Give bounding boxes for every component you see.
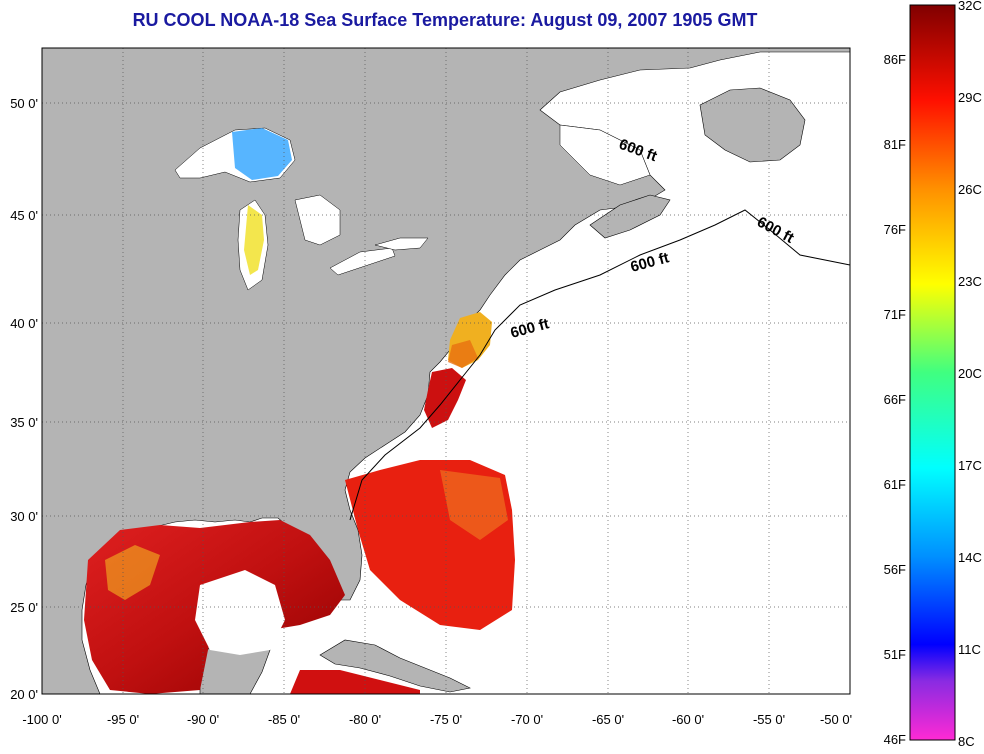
colorbar-c-label: 29C [958, 90, 982, 105]
colorbar-f-label: 61F [884, 477, 906, 492]
lon-tick-label: -70 0' [511, 712, 543, 727]
colorbar-c-label: 26C [958, 182, 982, 197]
colorbar-f-label: 71F [884, 307, 906, 322]
lon-tick-label: -100 0' [22, 712, 61, 727]
lon-tick-label: -55 0' [753, 712, 785, 727]
land-cuba [319, 639, 471, 693]
colorbar-f-label: 81F [884, 137, 906, 152]
lon-tick-label: -85 0' [268, 712, 300, 727]
sst-mid-atlantic-warm [448, 340, 478, 368]
colorbar-c-label: 14C [958, 550, 982, 565]
lat-axis: 50 0' 45 0' 40 0' 35 0' 30 0' 25 0' 20 0… [10, 96, 38, 702]
lon-tick-label: -90 0' [187, 712, 219, 727]
lon-axis: -100 0' -95 0' -90 0' -85 0' -80 0' -75 … [22, 712, 852, 727]
lat-tick-label: 30 0' [10, 509, 38, 524]
colorbar-f-label: 76F [884, 222, 906, 237]
lon-tick-label: -95 0' [107, 712, 139, 727]
colorbar-c-label: 17C [958, 458, 982, 473]
lat-tick-label: 20 0' [10, 687, 38, 702]
lake-superior-sst [232, 128, 292, 180]
lake-ontario [374, 237, 429, 251]
colorbar-scale [909, 4, 956, 741]
lat-tick-label: 25 0' [10, 600, 38, 615]
colorbar-c-label: 32C [958, 0, 982, 13]
colorbar-c-label: 8C [958, 734, 975, 749]
plot-frame [41, 47, 851, 695]
land-nova-scotia [589, 194, 671, 239]
sst-gulf-cloud [195, 570, 285, 655]
colorbar-f-label: 51F [884, 647, 906, 662]
lon-tick-label: -65 0' [592, 712, 624, 727]
colorbar-f-label: 46F [884, 732, 906, 747]
sst-southeast-patches [440, 470, 508, 540]
lat-tick-label: 40 0' [10, 316, 38, 331]
lat-tick-label: 50 0' [10, 96, 38, 111]
lake-erie [329, 247, 396, 276]
lake-michigan-sst [244, 205, 264, 275]
colorbar: 32C 29C 26C 23C 20C 17C 14C 11C 8C 86F 8… [884, 0, 982, 749]
lon-tick-label: -75 0' [430, 712, 462, 727]
sst-gulf-warm-patch [105, 545, 160, 600]
gulf-st-lawrence [559, 124, 651, 186]
colorbar-c-label: 20C [958, 366, 982, 381]
colorbar-c-label: 11C [958, 642, 981, 657]
land-newfoundland [699, 87, 806, 163]
grid [42, 48, 850, 694]
isobath-600ft [349, 209, 851, 521]
lake-huron [294, 194, 341, 246]
colorbar-c-label: 23C [958, 274, 982, 289]
lat-tick-label: 35 0' [10, 415, 38, 430]
lon-tick-label: -50 0' [820, 712, 852, 727]
colorbar-f-label: 56F [884, 562, 906, 577]
colorbar-f-label: 86F [884, 52, 906, 67]
map-title: RU COOL NOAA-18 Sea Surface Temperature:… [132, 10, 758, 30]
sst-caribbean [290, 670, 420, 694]
lon-tick-label: -80 0' [349, 712, 381, 727]
colorbar-f-label: 66F [884, 392, 906, 407]
lon-tick-label: -60 0' [672, 712, 704, 727]
lat-tick-label: 45 0' [10, 208, 38, 223]
